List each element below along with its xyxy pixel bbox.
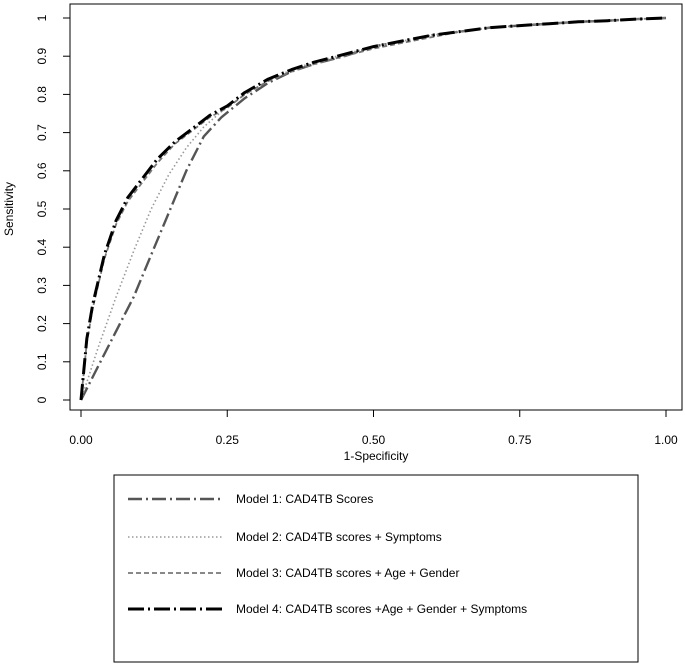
legend: Model 1: CAD4TB Scores Model 2: CAD4TB sc… [128, 492, 527, 616]
x-tick-label: 0.50 [362, 433, 386, 447]
y-tick-label: 0.5 [35, 200, 49, 217]
series-line-model-4 [79, 16, 667, 401]
series-lines [79, 16, 667, 401]
legend-label-model-1: Model 1: CAD4TB Scores [236, 492, 373, 506]
x-axis-title: 1-Specificity [344, 449, 409, 463]
y-tick-label: 0.4 [35, 239, 49, 256]
y-tick-label: 0.2 [35, 315, 49, 332]
y-tick-label: 0.8 [35, 86, 49, 103]
y-axis-title: Sensitivity [2, 182, 16, 236]
legend-label-model-3: Model 3: CAD4TB scores + Age + Gender [236, 566, 459, 580]
y-tick-label: 1 [35, 14, 49, 21]
legend-label-model-4: Model 4: CAD4TB scores +Age + Gender + S… [236, 602, 527, 616]
y-tick-label: 0.1 [35, 353, 49, 370]
x-tick-label: 0.25 [216, 433, 240, 447]
y-tick-label: 0.9 [35, 48, 49, 65]
y-tick-label: 0.6 [35, 162, 49, 179]
legend-label-model-2: Model 2: CAD4TB scores + Symptoms [236, 530, 442, 544]
legend-box [113, 474, 639, 663]
y-tick-label: 0 [35, 396, 49, 403]
y-tick-label: 0.7 [35, 124, 49, 141]
plot-area [69, 3, 683, 411]
x-tick-label: 0.75 [508, 433, 532, 447]
y-tick-label: 0.3 [35, 277, 49, 294]
x-axis: 0.00 0.25 0.50 0.75 1.00 [69, 410, 678, 447]
x-tick-label: 1.00 [654, 433, 678, 447]
y-axis: 0 0.1 0.2 0.3 0.4 0.5 0.6 0.7 0.8 0.9 1 [35, 14, 70, 403]
series-line-model-3 [80, 17, 667, 401]
series-line-model-2 [80, 17, 667, 401]
series-line-model-1 [79, 16, 667, 401]
x-tick-label: 0.00 [69, 433, 93, 447]
